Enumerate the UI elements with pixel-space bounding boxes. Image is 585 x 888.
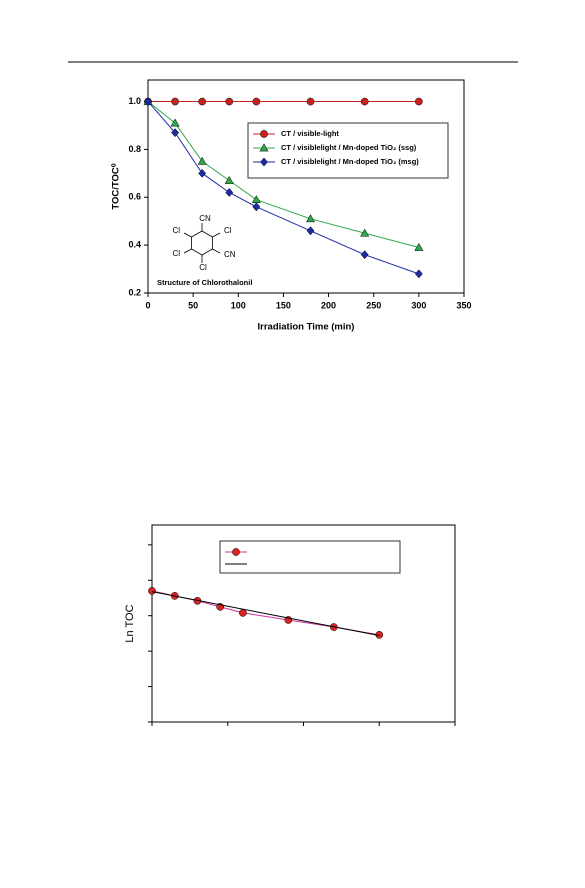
bond — [212, 248, 221, 254]
marker — [414, 269, 423, 279]
atom-label: Cl — [199, 263, 207, 272]
legend-marker — [260, 157, 268, 167]
atom-label: CN — [224, 250, 236, 259]
marker — [198, 168, 207, 178]
series-line — [151, 591, 380, 637]
marker — [360, 228, 370, 237]
legend-label: CT / visible-light — [281, 129, 339, 138]
marker — [252, 202, 261, 212]
marker — [225, 188, 234, 197]
x-tick-label: 200 — [321, 300, 336, 310]
atom-label: Cl — [172, 249, 180, 258]
y-axis-label: Ln TOC — [124, 604, 136, 642]
marker — [306, 226, 315, 236]
marker — [225, 97, 234, 106]
legend-box — [219, 540, 401, 574]
marker — [414, 242, 424, 251]
marker — [251, 195, 261, 204]
marker — [171, 128, 180, 138]
marker — [306, 97, 315, 106]
x-axis-label: Irradiation Time (min) — [258, 322, 355, 333]
marker — [170, 118, 180, 127]
benzene-ring — [191, 230, 213, 256]
plot-frame — [147, 79, 465, 294]
y-tick-label: 1.0 — [128, 96, 141, 106]
legend-marker — [259, 143, 269, 152]
series-line — [147, 101, 420, 275]
x-tick-label: 0 — [145, 300, 150, 310]
atom-label: CN — [199, 214, 211, 223]
marker — [197, 156, 207, 165]
legend-marker — [232, 548, 240, 556]
marker — [144, 97, 152, 107]
marker — [415, 97, 423, 106]
marker — [252, 97, 261, 106]
marker — [148, 587, 156, 595]
x-tick-label: 300 — [411, 300, 426, 310]
marker — [198, 97, 207, 106]
series-line — [151, 590, 380, 636]
x-tick-label: 350 — [456, 300, 471, 310]
legend-label: CT / visiblelight / Mn-doped TiO₂ (msg) — [281, 157, 419, 166]
marker — [305, 214, 316, 223]
x-tick-label: 250 — [366, 300, 381, 310]
atom-label: Cl — [172, 226, 180, 235]
legend-marker — [260, 130, 268, 138]
x-tick-label: 100 — [231, 300, 246, 310]
marker — [224, 175, 234, 184]
y-tick-label: 0.8 — [128, 144, 141, 154]
legend-box — [247, 122, 449, 179]
y-tick-label: 0.6 — [128, 192, 141, 202]
marker — [171, 97, 179, 106]
bond — [183, 232, 192, 238]
atom-label: Cl — [224, 226, 232, 235]
marker — [360, 250, 369, 260]
bond — [212, 232, 221, 238]
marker — [239, 609, 247, 617]
marker — [360, 97, 369, 106]
x-tick-label: 50 — [188, 300, 198, 310]
annotation: Structure of Chlorothalonil — [157, 278, 252, 287]
y-tick-label: 0.2 — [128, 287, 141, 297]
series-line — [147, 101, 419, 249]
legend-label: CT / visiblelight / Mn-doped TiO₂ (ssg) — [281, 143, 417, 152]
y-tick-label: 0.4 — [128, 240, 141, 250]
x-tick-label: 150 — [276, 300, 291, 310]
y-axis-label: TOC/TOC⁰ — [111, 163, 122, 209]
bond — [183, 248, 192, 254]
